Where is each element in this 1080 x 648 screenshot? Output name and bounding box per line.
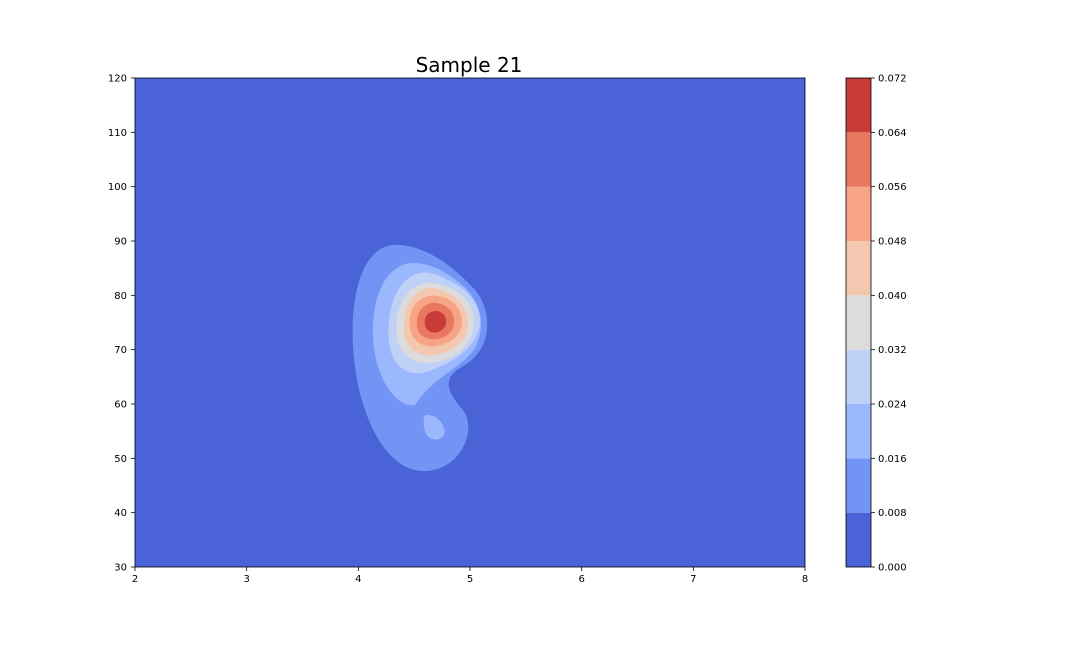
y-tick-label: 120 [108,74,127,85]
x-tick-label: 7 [690,574,696,585]
y-axis: 30 40 50 60 70 80 90 100 110 120 [108,74,135,574]
y-tick-label: 80 [114,291,127,302]
y-tick-label: 50 [114,454,127,465]
colorbar: 0.000 0.008 0.016 0.024 0.032 0.040 0.048 0.056… [845,74,907,574]
x-tick-label: 2 [132,574,138,585]
y-tick-label: 40 [114,508,127,519]
y-tick-label: 60 [114,400,127,411]
colorbar-tick-label: 0.016 [878,454,907,465]
colorbar-segment [846,186,871,241]
colorbar-frame [845,77,872,568]
x-tick-label: 5 [467,574,473,585]
colorbar-tick-label: 0.064 [878,128,907,139]
contour-level-8 [424,311,447,333]
colorbar-segment [846,349,871,404]
contour-level-2-lower [423,415,445,440]
y-tick-label: 100 [108,182,127,193]
y-tick-label: 90 [114,237,127,248]
y-tick-label: 110 [108,128,127,139]
plot-area [134,77,806,568]
colorbar-tick-label: 0.024 [878,400,907,411]
colorbar-segment [846,458,871,513]
colorbar-tick-label: 0.048 [878,237,907,248]
colorbar-tick-label: 0.008 [878,508,907,519]
colorbar-tick-label: 0.032 [878,345,907,356]
x-tick-label: 3 [243,574,249,585]
x-tick-label: 4 [355,574,361,585]
colorbar-segment [846,78,871,133]
colorbar-segment [846,241,871,296]
colorbar-tick-label: 0.072 [878,74,907,85]
colorbar-tick-label: 0.000 [878,563,907,574]
colorbar-tick-label: 0.056 [878,182,907,193]
colorbar-segment [846,512,871,567]
colorbar-segment [846,295,871,350]
colorbar-segment [846,132,871,187]
colorbar-tick-label: 0.040 [878,291,907,302]
chart-title: Sample 21 [416,53,523,77]
x-tick-label: 8 [802,574,808,585]
colorbar-segment [846,404,871,459]
x-tick-label: 6 [578,574,584,585]
y-tick-label: 30 [114,563,127,574]
y-tick-label: 70 [114,345,127,356]
x-axis: 2 3 4 5 6 7 8 [132,567,808,585]
